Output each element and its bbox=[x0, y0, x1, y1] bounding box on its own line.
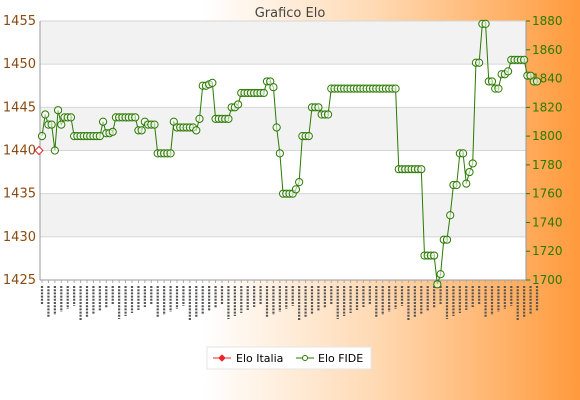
data-point-elo-fide bbox=[166, 149, 175, 158]
data-point-elo-fide bbox=[442, 235, 452, 244]
grid bbox=[39, 20, 527, 281]
data-point-elo-fide bbox=[417, 165, 426, 174]
data-point-elo-fide bbox=[532, 77, 542, 86]
data-point-elo-italia bbox=[34, 145, 44, 156]
data-point-elo-fide bbox=[452, 180, 461, 190]
data-point-elo-fide bbox=[50, 146, 59, 155]
data-point-elo-fide bbox=[436, 270, 445, 279]
data-point-elo-fide bbox=[275, 149, 284, 158]
data-point-elo-fide bbox=[520, 55, 529, 64]
data-point-elo-fide bbox=[137, 126, 146, 135]
data-point-elo-fide bbox=[37, 132, 47, 141]
plot-background bbox=[40, 21, 526, 280]
plot-band bbox=[40, 21, 526, 65]
right-tick-label: 1740 bbox=[532, 215, 563, 229]
data-point-elo-fide bbox=[295, 178, 304, 187]
data-point-elo-fide bbox=[224, 114, 233, 123]
data-point-elo-fide bbox=[430, 251, 439, 260]
data-point-elo-fide bbox=[304, 132, 313, 141]
data-point-elo-fide bbox=[269, 83, 278, 92]
series-layer bbox=[34, 19, 542, 289]
right-tick-label: 1880 bbox=[532, 14, 563, 28]
plot-band bbox=[40, 193, 526, 237]
data-point-elo-fide bbox=[192, 126, 201, 135]
x-axis bbox=[40, 280, 539, 320]
data-point-elo-fide bbox=[458, 149, 468, 158]
legend-elo-fide-label: Elo FIDE bbox=[318, 352, 363, 365]
data-point-elo-fide bbox=[41, 110, 50, 119]
data-point-elo-fide bbox=[57, 120, 66, 129]
data-point-elo-fide bbox=[259, 88, 268, 98]
data-point-elo-fide bbox=[233, 100, 243, 109]
left-tick-label: 1435 bbox=[3, 187, 36, 202]
plot-band bbox=[40, 150, 526, 194]
legend-elo-fide-marker bbox=[302, 355, 308, 361]
data-point-elo-fide bbox=[446, 211, 455, 220]
data-point-elo-fide bbox=[53, 106, 63, 115]
data-point-elo-fide bbox=[487, 77, 497, 86]
right-tick-label: 1820 bbox=[532, 100, 563, 114]
right-tick-label: 1860 bbox=[532, 43, 563, 57]
legend-elo-italia-marker bbox=[218, 354, 226, 362]
right-tick-label: 1760 bbox=[532, 187, 563, 201]
plot-band bbox=[40, 64, 526, 108]
legend-box bbox=[206, 346, 372, 370]
data-point-elo-fide bbox=[208, 78, 217, 87]
data-point-elo-fide bbox=[391, 84, 400, 93]
data-point-elo-fide bbox=[195, 114, 204, 123]
data-point-elo-fide bbox=[131, 113, 140, 122]
right-tick-label: 1720 bbox=[532, 244, 563, 258]
data-point-elo-fide bbox=[108, 127, 117, 136]
data-point-elo-fide bbox=[475, 58, 484, 67]
data-point-elo-fide bbox=[291, 185, 301, 194]
left-axis: 1425 1430 1435 1440 1445 1450 1455 bbox=[3, 14, 36, 288]
right-tick-label: 1700 bbox=[532, 273, 563, 287]
left-tick-label: 1425 bbox=[3, 273, 36, 288]
data-point-elo-fide bbox=[150, 120, 159, 129]
data-point-elo-fide bbox=[272, 123, 281, 132]
legend-elo-italia-label: Elo Italia bbox=[236, 352, 283, 365]
data-point-elo-fide bbox=[433, 280, 442, 289]
left-tick-label: 1440 bbox=[3, 144, 36, 159]
data-point-elo-fide bbox=[465, 167, 474, 177]
left-tick-label: 1430 bbox=[3, 230, 36, 245]
right-tick-label: 1800 bbox=[532, 129, 563, 143]
left-tick-label: 1450 bbox=[3, 57, 36, 72]
plot-band bbox=[40, 236, 526, 280]
data-point-elo-fide bbox=[481, 19, 490, 28]
data-point-elo-fide bbox=[494, 84, 503, 93]
data-point-elo-fide bbox=[323, 110, 333, 119]
chart-title: Grafico Elo bbox=[255, 6, 326, 21]
legend: Elo Italia Elo FIDE bbox=[206, 346, 372, 370]
left-tick-label: 1445 bbox=[3, 100, 36, 115]
data-point-elo-fide bbox=[462, 179, 471, 188]
data-point-elo-fide bbox=[503, 67, 513, 76]
data-point-elo-fide bbox=[98, 117, 108, 126]
data-point-elo-fide bbox=[47, 120, 56, 129]
data-point-elo-fide bbox=[66, 113, 76, 122]
data-point-elo-fide bbox=[314, 103, 323, 112]
data-point-elo-fide bbox=[468, 159, 477, 168]
right-tick-label: 1780 bbox=[532, 158, 563, 172]
left-tick-label: 1455 bbox=[3, 14, 36, 29]
